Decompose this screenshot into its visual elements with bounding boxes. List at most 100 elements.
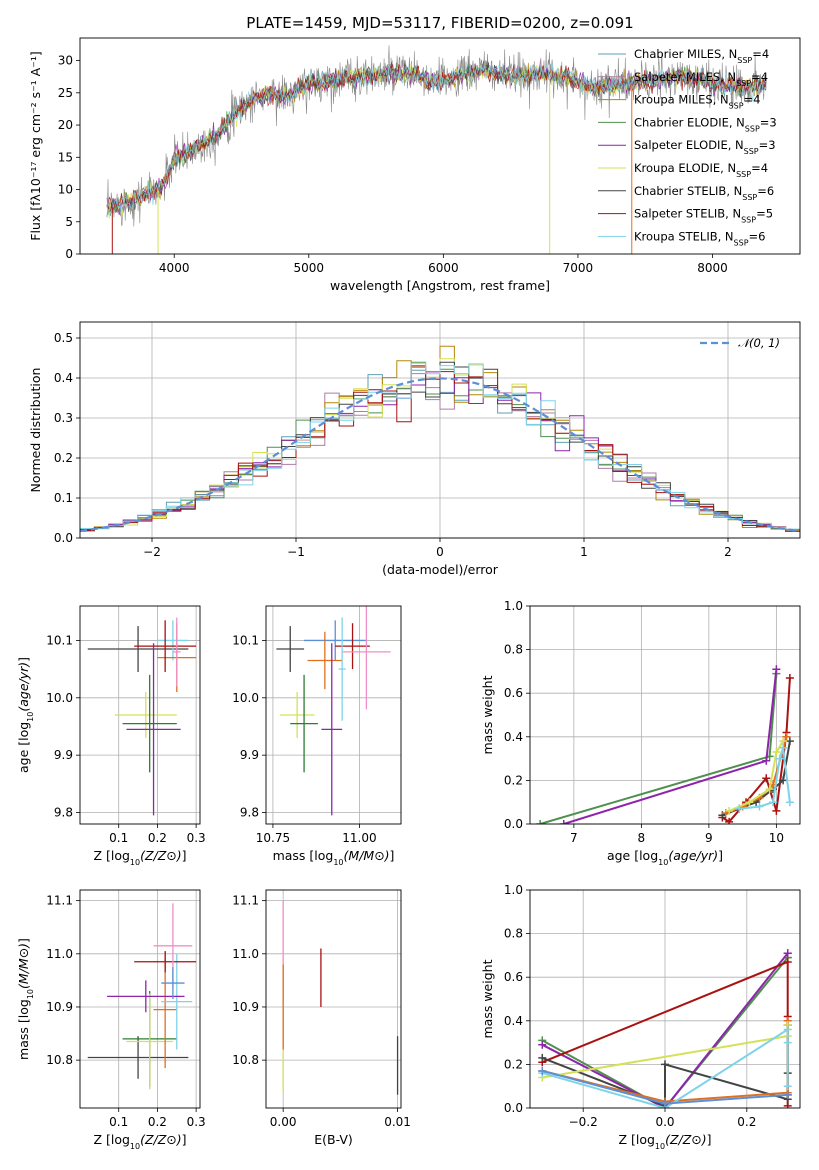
legend: Chabrier MILES, NSSP=4 Salpeter MILES, NS… [598, 47, 777, 247]
legend-entry: Kroupa MILES, NSSP=4 [634, 93, 760, 111]
legend-entry: Salpeter MILES, NSSP=4 [634, 70, 768, 88]
weight-marker [783, 949, 792, 958]
normal-reference-curve [80, 377, 800, 533]
x-tick-label: −1 [287, 545, 305, 559]
x-tick-label: 7000 [563, 261, 594, 275]
weight-marker [785, 798, 794, 807]
weight-marker [772, 806, 781, 815]
plot-area [282, 900, 399, 1095]
y-tick-label: 10.0 [232, 691, 259, 705]
x-tick-label: 10.75 [256, 831, 290, 845]
weight-marker [783, 1082, 792, 1091]
errorbar-point [342, 606, 391, 710]
y-tick-label: 0.0 [504, 1101, 523, 1115]
weight-series-line [541, 956, 789, 1108]
y-tick-label: 0.2 [504, 773, 523, 787]
errorbar-point [290, 674, 318, 773]
plot-area [276, 606, 391, 816]
legend-entry: Kroupa ELODIE, NSSP=4 [634, 161, 768, 179]
chart-age-vs-z: 0.1 0.2 0.3 9.8 9.9 10.0 10.1 Z [log10(Z/Z⊙)] ag… [16, 605, 206, 867]
x-tick-label: −0.2 [569, 1115, 598, 1129]
y-tick-label: 10.9 [46, 1000, 73, 1014]
weight-marker [538, 1053, 547, 1062]
weight-marker [775, 754, 784, 763]
x-tick-label: 0.1 [109, 831, 128, 845]
axes-frame [529, 605, 801, 825]
x-axis-label: Z [log10(Z/Z⊙)] [618, 1132, 711, 1151]
y-tick-label: 15 [58, 150, 73, 164]
y-tick-label: 10.8 [46, 1053, 73, 1067]
y-tick-label: 0.8 [504, 643, 523, 657]
y-axis-label: Normed distribution [28, 368, 43, 493]
errorbar-point [87, 1036, 189, 1079]
y-tick-label: 0 [65, 247, 73, 261]
errorbar-point [338, 617, 346, 721]
y-tick-label: 10.8 [232, 1053, 259, 1067]
plot-area [536, 665, 794, 824]
x-tick-label: 10 [769, 831, 784, 845]
y-tick-label: 11.0 [46, 947, 73, 961]
weight-marker [725, 817, 734, 824]
weight-marker [783, 1090, 792, 1099]
weight-marker [762, 756, 771, 765]
x-tick-label: 0.2 [737, 1115, 756, 1129]
weight-series [725, 737, 788, 815]
weight-marker [783, 957, 792, 966]
y-tick-label: 11.0 [232, 947, 259, 961]
weight-marker [762, 774, 771, 783]
errorbar-point [307, 631, 343, 690]
weight-series [538, 1066, 792, 1108]
plot-area [538, 949, 792, 1108]
weight-marker [765, 785, 774, 794]
spectrum-series-line [106, 63, 767, 218]
y-tick-label: 0.4 [504, 1014, 523, 1028]
weight-series-line [541, 952, 789, 1108]
errorbar-point [134, 951, 197, 973]
weight-marker [538, 1040, 547, 1049]
y-tick-label: 0.6 [504, 970, 523, 984]
plot-area [106, 45, 767, 254]
errorbar-point [126, 993, 173, 1090]
x-tick-label: 2 [724, 545, 732, 559]
legend-entry: Chabrier STELIB, NSSP=6 [634, 184, 774, 202]
weight-series-line [563, 669, 778, 824]
axes-frame [79, 605, 201, 825]
legend-entry: Chabrier ELODIE, NSSP=3 [634, 115, 777, 132]
errorbar-point [279, 692, 315, 738]
axes-frame [265, 605, 402, 825]
weight-series [735, 743, 794, 813]
x-axis-label: age [log10(age/yr)] [607, 848, 723, 867]
x-tick-label: 0 [436, 545, 444, 559]
y-tick-label: 20 [58, 118, 73, 132]
chart-spectrum: 4000 5000 6000 7000 8000 0 5 10 15 20 25 30 waveleng… [28, 37, 801, 293]
legend: 𝒩(0, 1) [700, 336, 780, 350]
errorbar-point [126, 643, 181, 816]
y-tick-label: 0.0 [54, 531, 73, 545]
weight-marker [772, 748, 781, 757]
weight-marker [779, 743, 788, 752]
y-tick-label: 0.4 [504, 730, 523, 744]
x-tick-label: 5000 [294, 261, 325, 275]
errorbar-point [161, 953, 193, 1050]
x-tick-label: 4000 [159, 261, 190, 275]
x-tick-label: 7 [570, 831, 578, 845]
y-tick-label: 10.9 [232, 1000, 259, 1014]
weight-marker [785, 737, 794, 746]
x-tick-label: −2 [143, 545, 161, 559]
y-tick-label: 0.1 [54, 491, 73, 505]
y-axis-label: Flux [fλ10⁻¹⁷ erg cm⁻² s⁻¹ A⁻¹] [28, 51, 43, 240]
y-tick-label: 10.0 [46, 691, 73, 705]
weight-marker [772, 665, 781, 674]
legend-entry: Salpeter ELODIE, NSSP=3 [634, 138, 776, 156]
y-tick-label: 1.0 [504, 599, 523, 613]
y-tick-label: 0.0 [504, 817, 523, 831]
y-axis-label: mass [log10(M/M⊙)] [16, 938, 35, 1060]
y-tick-label: 30 [58, 54, 73, 68]
chart-residuals: −2 −1 0 1 2 0.0 0.1 0.2 0.3 0.4 0.5 (data-model)/er… [28, 321, 801, 577]
y-tick-label: 0.2 [54, 451, 73, 465]
y-tick-label: 9.9 [240, 748, 259, 762]
axes-frame [265, 889, 402, 1109]
x-axis-label: Z [log10(Z/Z⊙)] [93, 1132, 186, 1151]
chart-mass-weight-vs-age: 7 8 9 10 0.0 0.2 0.4 0.6 0.8 1.0 age [log10(age/yr… [480, 599, 801, 867]
y-tick-label: 25 [58, 86, 73, 100]
